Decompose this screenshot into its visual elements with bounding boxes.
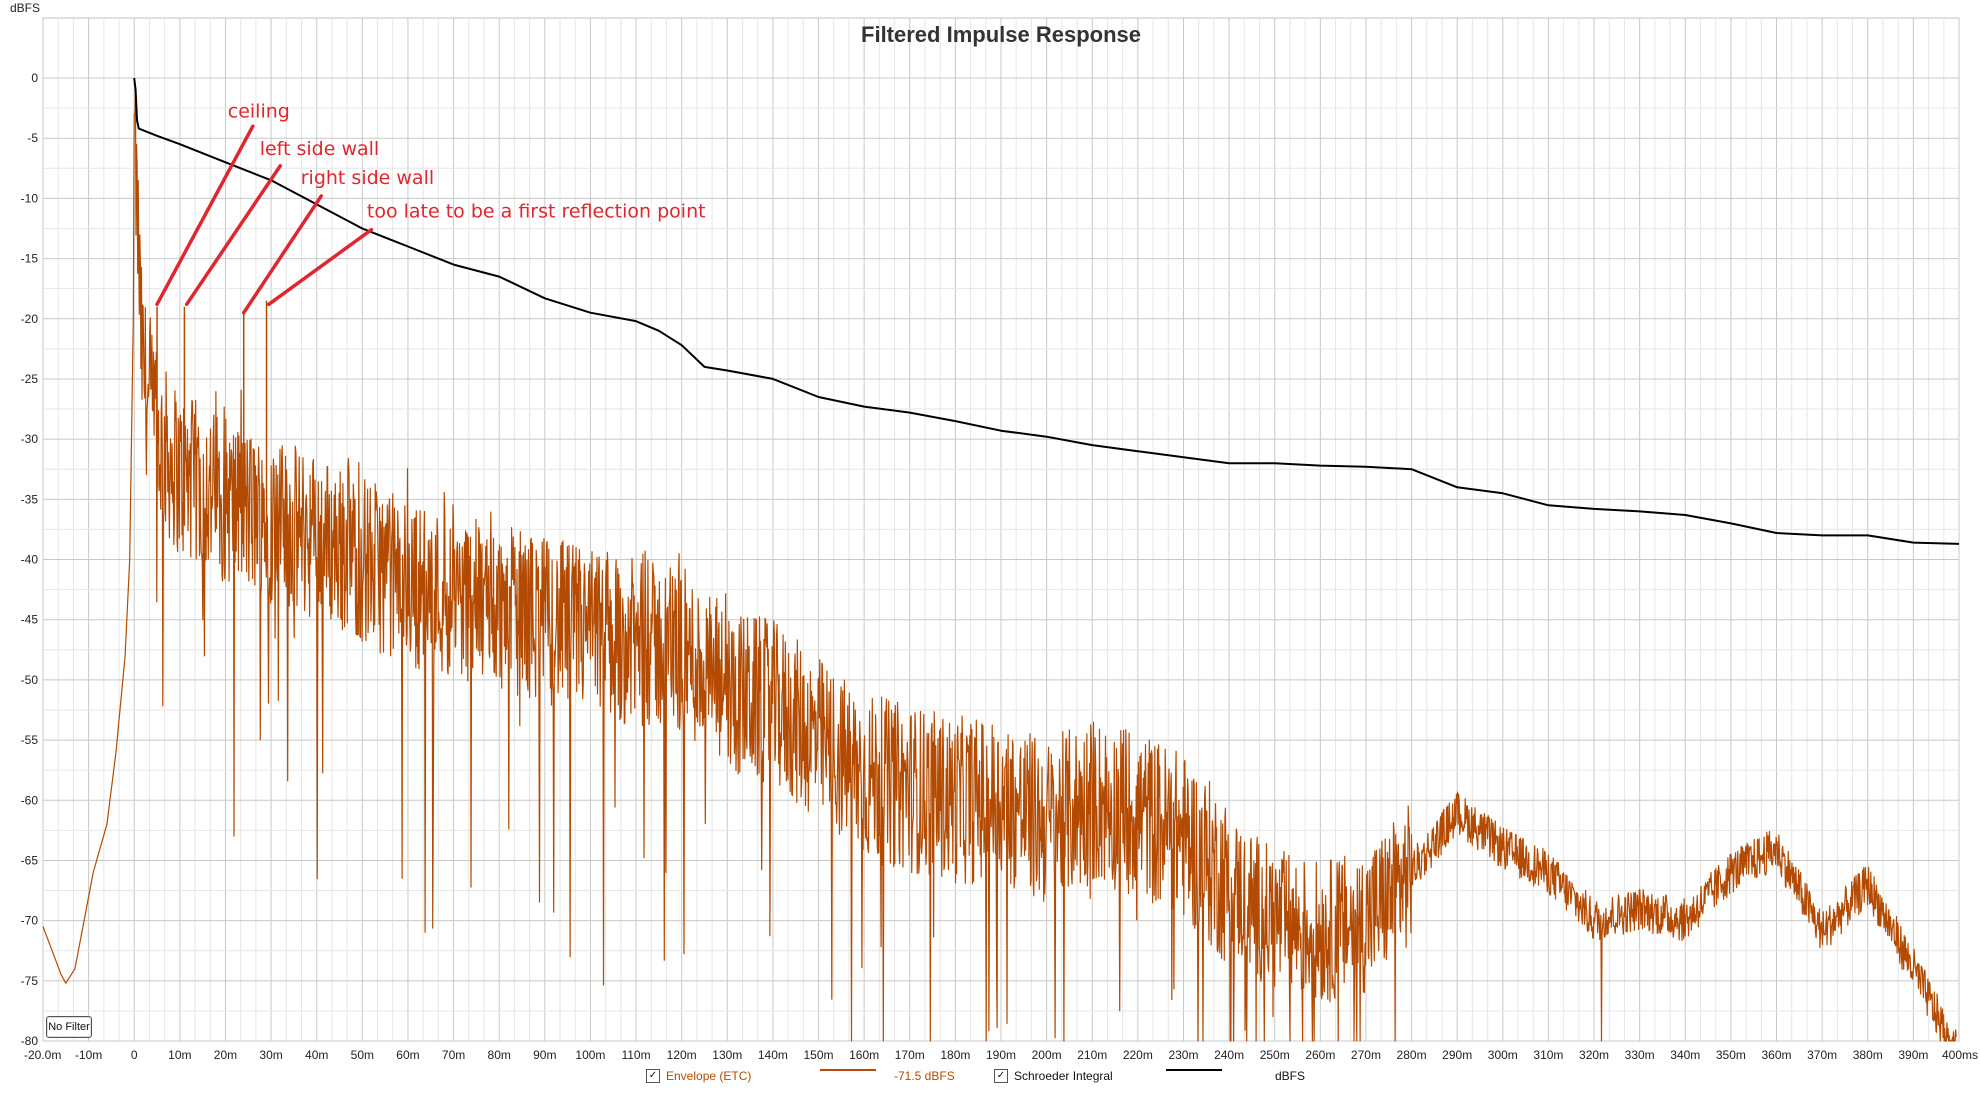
x-tick-label: 200m [1032, 1048, 1062, 1062]
x-tick-label: 50m [351, 1048, 374, 1062]
y-tick-label: -25 [21, 372, 39, 386]
envelope-line [42, 89, 1957, 1042]
x-tick-label: 0 [131, 1048, 138, 1062]
x-tick-label: 160m [849, 1048, 879, 1062]
y-tick-label: -5 [27, 131, 38, 145]
legend-envelope: ✓ Envelope (ETC) [646, 1069, 751, 1083]
annotation-pointer [267, 227, 374, 307]
schroeder-legend-label: Schroeder Integral [1014, 1069, 1113, 1083]
x-tick-label: 210m [1077, 1048, 1107, 1062]
schroeder-line-swatch [1166, 1069, 1222, 1071]
x-tick-label: 380m [1853, 1048, 1883, 1062]
x-tick-label: 100m [575, 1048, 605, 1062]
schroeder-line [133, 77, 1960, 545]
x-tick-label: 80m [488, 1048, 511, 1062]
legend-envelope-swatch [820, 1069, 876, 1071]
annotation-label: too late to be a first reflection point [367, 201, 706, 223]
x-tick-label: 240m [1214, 1048, 1244, 1062]
x-tick-label: 40m [305, 1048, 328, 1062]
y-tick-label: -35 [21, 492, 39, 506]
x-tick-label: 270m [1351, 1048, 1381, 1062]
x-tick-label: 90m [533, 1048, 556, 1062]
x-tick-label: 180m [940, 1048, 970, 1062]
envelope-value-label: -71.5 dBFS [894, 1069, 955, 1083]
x-tick-label: 30m [259, 1048, 282, 1062]
y-tick-label: -40 [21, 553, 39, 567]
envelope-legend-label: Envelope (ETC) [666, 1069, 752, 1083]
legend-envelope-value: -71.5 dBFS [894, 1069, 955, 1083]
y-tick-label: -50 [21, 673, 39, 687]
annotation-pointer [155, 124, 255, 307]
annotation-pointer [241, 194, 324, 315]
y-tick-label: -70 [21, 914, 39, 928]
y-tick-label: -65 [21, 853, 39, 867]
chart-title: Filtered Impulse Response [861, 22, 1141, 47]
envelope-checkbox[interactable]: ✓ [646, 1069, 660, 1083]
envelope-line-swatch [820, 1069, 876, 1071]
schroeder-checkbox[interactable]: ✓ [994, 1069, 1008, 1083]
y-tick-label: -60 [21, 793, 39, 807]
x-tick-label: 290m [1442, 1048, 1472, 1062]
legend-schroeder-value: dBFS [1275, 1069, 1305, 1083]
x-tick-label: 300m [1488, 1048, 1518, 1062]
x-tick-label: 340m [1670, 1048, 1700, 1062]
x-tick-label: 70m [442, 1048, 465, 1062]
annotation-label: right side wall [301, 167, 434, 189]
x-tick-label: 350m [1716, 1048, 1746, 1062]
y-tick-label: -55 [21, 733, 39, 747]
x-tick-label: -10m [75, 1048, 102, 1062]
y-tick-labels: 0 -5 -10 -15 -20 -25 -30 -35 -40 -45 -50 -55 -60 -65 -… [21, 71, 39, 1048]
x-tick-label: 120m [667, 1048, 697, 1062]
annotation-label: left side wall [260, 138, 380, 160]
x-tick-label: 150m [804, 1048, 834, 1062]
annotation-label: ceiling [228, 101, 290, 123]
x-tick-labels: -20.0m -10m 0 10m 20m 30m 40m 50m 60m 70m 80m 90m 10… [24, 1048, 1978, 1062]
x-tick-label: 280m [1397, 1048, 1427, 1062]
x-tick-label: 220m [1123, 1048, 1153, 1062]
series-schroeder-integral [133, 77, 1960, 545]
y-tick-label: -80 [21, 1034, 39, 1048]
series-envelope-etc- [42, 89, 1957, 1042]
x-tick-label: 390m [1898, 1048, 1928, 1062]
y-tick-label: -75 [21, 974, 39, 988]
x-tick-label: 320m [1579, 1048, 1609, 1062]
y-tick-label: -30 [21, 432, 39, 446]
x-tick-label: 130m [712, 1048, 742, 1062]
x-tick-label: 260m [1305, 1048, 1335, 1062]
x-tick-label: 330m [1625, 1048, 1655, 1062]
schroeder-value-label: dBFS [1275, 1069, 1306, 1083]
x-tick-label: 360m [1762, 1048, 1792, 1062]
x-tick-label: 10m [168, 1048, 191, 1062]
y-tick-label: 0 [31, 71, 38, 85]
annotation-pointer [184, 164, 282, 307]
x-tick-label: 140m [758, 1048, 788, 1062]
x-tick-label: 110m [621, 1048, 650, 1062]
x-tick-label: 400ms [1942, 1048, 1978, 1062]
y-tick-label: -10 [21, 191, 39, 205]
y-axis-unit-label: dBFS [10, 1, 40, 15]
annotation-layer: ceiling left side wall right side wall too … [155, 101, 706, 315]
x-tick-label: 20m [214, 1048, 237, 1062]
x-tick-label: 370m [1807, 1048, 1837, 1062]
x-tick-label: 250m [1260, 1048, 1290, 1062]
x-tick-label: 230m [1168, 1048, 1198, 1062]
legend-schroeder-swatch [1166, 1069, 1222, 1071]
x-tick-label: 170m [895, 1048, 925, 1062]
x-tick-label: 60m [396, 1048, 419, 1062]
y-tick-label: -15 [21, 252, 39, 266]
x-tick-label: -20.0m [24, 1048, 61, 1062]
series-layer [42, 77, 1960, 1042]
x-tick-label: 310m [1533, 1048, 1563, 1062]
x-tick-label: 190m [986, 1048, 1016, 1062]
no-filter-button[interactable]: No Filter [46, 1016, 92, 1038]
y-tick-label: -20 [21, 312, 39, 326]
legend-schroeder: ✓ Schroeder Integral [994, 1069, 1113, 1083]
y-tick-label: -45 [21, 613, 39, 627]
